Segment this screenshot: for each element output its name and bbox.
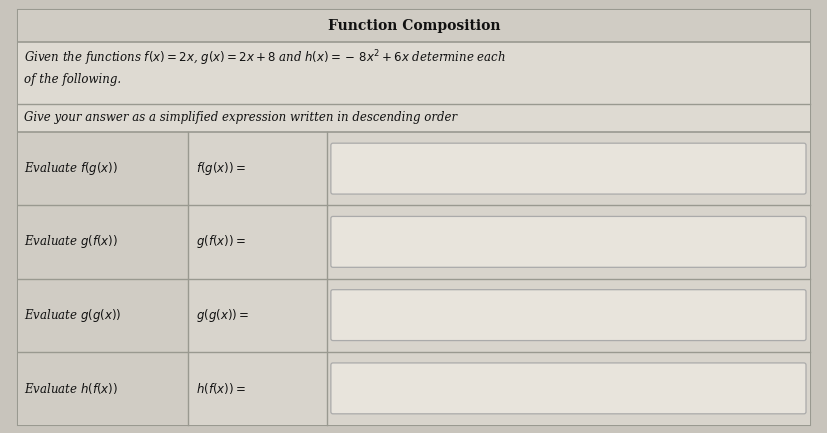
Bar xyxy=(18,352,189,425)
Bar xyxy=(18,104,810,132)
Text: of the following.: of the following. xyxy=(24,74,121,87)
Bar xyxy=(18,10,810,42)
Bar xyxy=(189,132,810,205)
Bar xyxy=(18,205,189,278)
Bar xyxy=(189,278,810,352)
Text: $h(f(x)) =$: $h(f(x)) =$ xyxy=(196,381,246,396)
Bar xyxy=(18,132,189,205)
Text: Evaluate $g(g(x))$: Evaluate $g(g(x))$ xyxy=(24,307,122,323)
Text: Evaluate $h(f(x))$: Evaluate $h(f(x))$ xyxy=(24,381,118,396)
FancyBboxPatch shape xyxy=(331,143,806,194)
Text: Evaluate $f(g(x))$: Evaluate $f(g(x))$ xyxy=(24,160,118,177)
Bar xyxy=(18,278,189,352)
FancyBboxPatch shape xyxy=(331,216,806,267)
Text: $f(g(x)) =$: $f(g(x)) =$ xyxy=(196,160,246,177)
FancyBboxPatch shape xyxy=(331,363,806,414)
Bar xyxy=(189,352,810,425)
Text: Evaluate $g(f(x))$: Evaluate $g(f(x))$ xyxy=(24,233,118,250)
FancyBboxPatch shape xyxy=(331,290,806,341)
Text: Given the functions $f(x) = 2x$, $g(x) = 2x + 8$ and $h(x) = -\,8x^2 + 6x$ deter: Given the functions $f(x) = 2x$, $g(x) =… xyxy=(24,48,506,68)
Text: $g(g(x)) =$: $g(g(x)) =$ xyxy=(196,307,250,323)
Text: $g(f(x)) =$: $g(f(x)) =$ xyxy=(196,233,246,250)
Text: Function Composition: Function Composition xyxy=(327,19,500,33)
Text: Give your answer as a simplified expression written in descending order: Give your answer as a simplified express… xyxy=(24,112,457,125)
Bar xyxy=(18,42,810,104)
Bar xyxy=(189,205,810,278)
